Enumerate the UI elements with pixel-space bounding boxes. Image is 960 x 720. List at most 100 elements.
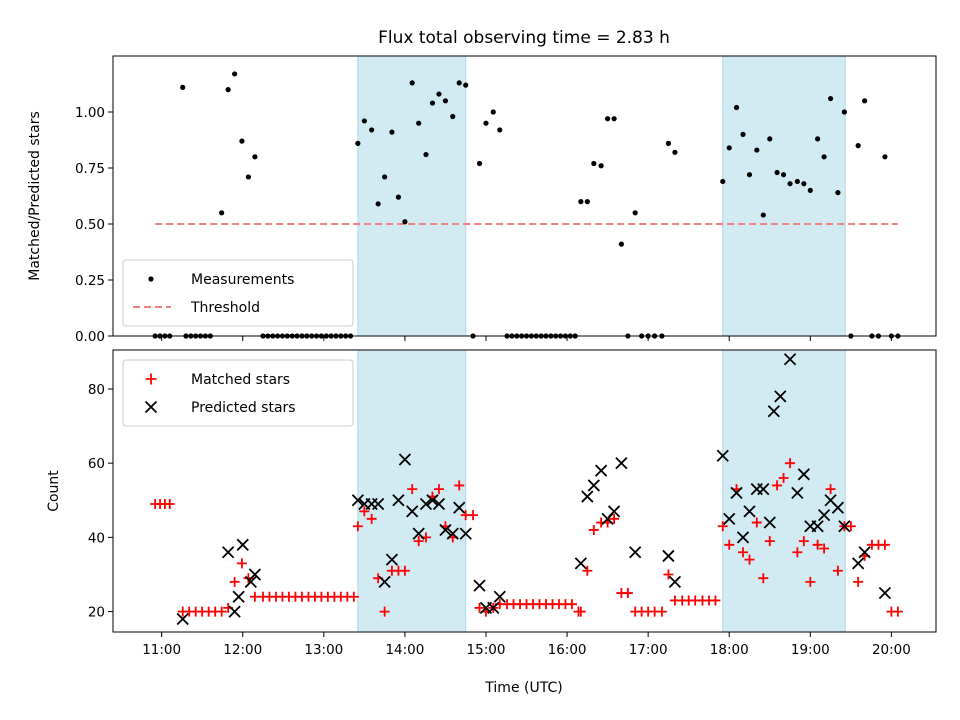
data-point — [378, 575, 391, 589]
data-point — [853, 576, 864, 587]
data-point — [825, 484, 836, 495]
data-point — [382, 174, 388, 180]
data-point — [463, 82, 469, 88]
data-point — [399, 565, 410, 576]
data-point — [236, 538, 249, 551]
data-point — [413, 536, 424, 547]
data-point — [426, 494, 439, 507]
data-point — [797, 468, 810, 481]
data-point — [379, 606, 390, 617]
data-point — [668, 575, 682, 589]
data-point — [665, 140, 672, 146]
top-panel: 0.00 0.25 0.50 0.75 1.00 Matched/Predicted st… — [27, 55, 937, 345]
data-point — [812, 539, 823, 550]
data-point — [446, 527, 459, 540]
legend-box — [122, 359, 354, 427]
data-point — [720, 178, 726, 185]
data-point — [236, 558, 247, 569]
data-point — [757, 483, 770, 496]
data-point — [487, 601, 500, 615]
data-point — [385, 553, 399, 566]
data-point — [767, 136, 773, 142]
data-point — [767, 405, 780, 418]
data-point — [490, 109, 496, 115]
data-point — [473, 579, 486, 592]
data-point — [468, 510, 479, 521]
data-point — [432, 497, 446, 511]
data-point — [733, 104, 740, 111]
data-point — [852, 557, 865, 570]
data-point — [862, 98, 868, 104]
data-point — [402, 219, 408, 225]
y-axis-label: Count — [46, 470, 62, 512]
data-point — [717, 521, 728, 532]
data-point — [726, 145, 732, 151]
data-point — [581, 490, 594, 503]
data-point — [760, 212, 766, 218]
data-point — [366, 513, 377, 524]
data-point — [835, 190, 841, 196]
data-point — [351, 494, 365, 507]
shaded-interval-2 — [722, 55, 846, 337]
data-point — [783, 353, 797, 366]
data-point — [794, 178, 800, 185]
data-point — [578, 199, 584, 205]
legend-marker — [144, 400, 158, 414]
data-point — [879, 539, 890, 550]
data-point — [787, 181, 793, 187]
y-tick-label: 0.00 — [75, 329, 105, 345]
x-axis-label: Time (UTC) — [484, 680, 562, 696]
data-point — [723, 512, 736, 525]
chart-title: Flux total observing time = 2.83 h — [378, 28, 670, 48]
data-point — [607, 505, 621, 518]
data-point — [474, 602, 485, 613]
data-point — [176, 612, 189, 626]
data-point — [798, 536, 809, 547]
y-tick-label: 20 — [88, 605, 105, 621]
legend: Measurements Threshold — [122, 259, 354, 327]
data-point — [817, 508, 831, 522]
y-tick-label: 80 — [88, 382, 105, 398]
x-tick-label: 14:00 — [385, 642, 424, 658]
data-point — [232, 71, 238, 77]
data-point — [743, 505, 756, 518]
data-point — [758, 573, 769, 584]
data-point — [791, 486, 804, 499]
data-point — [359, 506, 370, 517]
legend-box — [122, 259, 354, 327]
bottom-panel: 20 40 60 80 11:00 12:00 13:00 14:00 15:00 16:00 17… — [46, 349, 937, 658]
data-point — [740, 131, 746, 137]
data-point — [222, 546, 235, 559]
y-tick-label: 0.75 — [75, 161, 105, 177]
data-point — [355, 140, 361, 146]
data-point — [406, 505, 419, 518]
data-point — [663, 569, 674, 580]
data-point — [785, 458, 796, 469]
data-point — [588, 524, 599, 535]
data-point — [412, 527, 425, 540]
data-point — [483, 120, 489, 126]
plot-frame — [112, 349, 937, 633]
x-tick-label: 15:00 — [467, 642, 506, 658]
data-point — [730, 486, 743, 499]
data-point — [456, 80, 462, 86]
data-point — [764, 536, 775, 547]
data-point — [584, 199, 590, 205]
data-point — [774, 169, 780, 176]
data-point — [622, 588, 633, 599]
data-point — [216, 606, 227, 617]
legend: Matched stars Predicted stars — [122, 359, 354, 427]
data-point — [361, 118, 367, 124]
data-point — [252, 154, 258, 160]
data-point — [831, 501, 845, 514]
data-point — [423, 151, 429, 158]
data-point — [594, 464, 608, 477]
data-point — [738, 547, 749, 558]
data-point — [598, 163, 604, 169]
data-point — [892, 606, 903, 617]
data-point — [801, 181, 807, 187]
x-tick-label: 18:00 — [710, 642, 749, 658]
legend-label: Matched stars — [191, 372, 290, 388]
legend-label: Predicted stars — [191, 400, 296, 416]
data-point — [774, 390, 787, 403]
